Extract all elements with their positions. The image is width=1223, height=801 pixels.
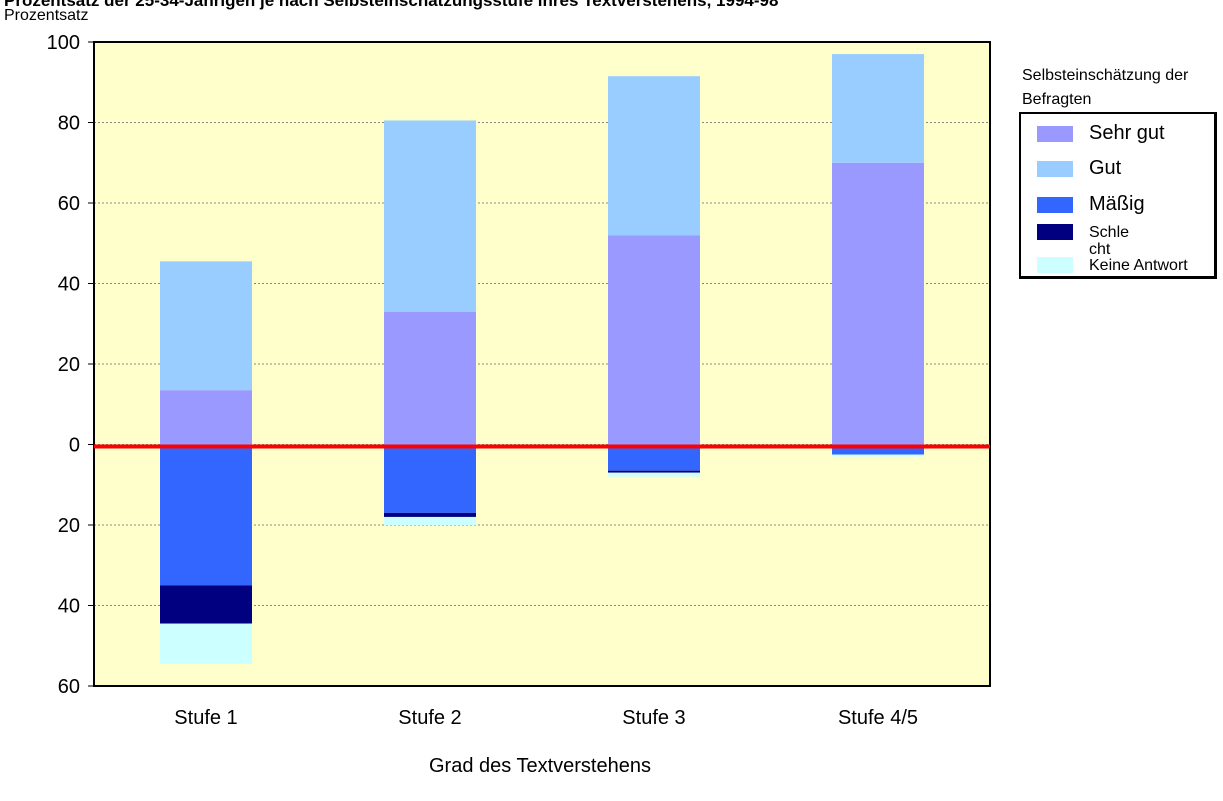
legend-swatch bbox=[1037, 197, 1073, 213]
legend-swatch bbox=[1037, 126, 1073, 142]
legend-label: Keine Antwort bbox=[1089, 257, 1188, 274]
bar-segment-schlecht bbox=[160, 585, 252, 624]
bar-segment-sehr-gut bbox=[160, 390, 252, 445]
legend-swatch bbox=[1037, 224, 1073, 240]
legend-label: Schlecht bbox=[1089, 224, 1130, 258]
y-tick-label: 0 bbox=[69, 435, 80, 457]
x-axis-title: Grad des Textverstehens bbox=[429, 755, 651, 777]
y-tick-label: 20 bbox=[58, 515, 80, 537]
y-tick-label: 20 bbox=[58, 354, 80, 376]
legend-swatch bbox=[1037, 257, 1073, 273]
legend-swatch bbox=[1037, 161, 1073, 177]
legend: Sehr gut Gut Mäßig Schlecht Keine Antwort bbox=[1019, 112, 1217, 279]
bar-segment-mäßig bbox=[384, 444, 476, 513]
bar-segment-mäßig bbox=[608, 444, 700, 471]
bar-segment-keine-antwort bbox=[832, 454, 924, 457]
bar-segment-gut bbox=[160, 261, 252, 391]
x-tick-label: Stufe 3 bbox=[622, 707, 685, 729]
bar-segment-schlecht bbox=[608, 470, 700, 473]
plot-frame bbox=[93, 41, 991, 687]
legend-title: Selbsteinschätzung der Befragten bbox=[1022, 67, 1189, 108]
bar-segment-gut bbox=[608, 76, 700, 236]
bar-segment-mäßig bbox=[832, 444, 924, 455]
chart-title: Prozentsatz der 25-34-Jährigen je nach S… bbox=[4, 0, 779, 10]
bar-segment-keine-antwort bbox=[384, 516, 476, 525]
y-tick-label: 40 bbox=[58, 596, 80, 618]
bar-segment-keine-antwort bbox=[608, 472, 700, 477]
x-tick-label: Stufe 1 bbox=[174, 707, 237, 729]
y-tick-label: 60 bbox=[58, 193, 80, 215]
bar-segment-keine-antwort bbox=[160, 623, 252, 664]
bar-segment-sehr-gut bbox=[384, 311, 476, 445]
x-tick-label: Stufe 2 bbox=[398, 707, 461, 729]
legend-label: Gut bbox=[1089, 157, 1122, 179]
bar-segment-sehr-gut bbox=[832, 162, 924, 445]
bar-segment-gut bbox=[384, 120, 476, 312]
y-tick-label: 40 bbox=[58, 274, 80, 296]
y-tick-label: 100 bbox=[47, 32, 80, 54]
legend-label: Mäßig bbox=[1089, 193, 1145, 215]
y-tick-label: 80 bbox=[58, 113, 80, 135]
bar-segment-sehr-gut bbox=[608, 235, 700, 445]
y-axis-title: Prozentsatz bbox=[4, 7, 89, 24]
y-tick-label: 60 bbox=[58, 676, 80, 698]
bar-segment-gut bbox=[832, 54, 924, 163]
bar-segment-schlecht bbox=[384, 512, 476, 517]
bar-segment-mäßig bbox=[160, 444, 252, 586]
x-tick-label: Stufe 4/5 bbox=[838, 707, 918, 729]
legend-label: Sehr gut bbox=[1089, 122, 1165, 144]
